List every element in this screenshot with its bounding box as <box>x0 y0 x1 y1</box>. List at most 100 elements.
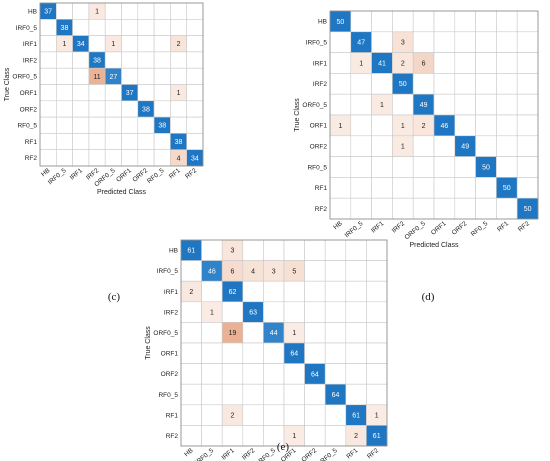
matrix-cell <box>329 31 352 53</box>
matrix-cell <box>304 383 326 406</box>
cell-value: 38 <box>61 25 69 32</box>
cell-value: 1 <box>111 41 115 48</box>
matrix-cell <box>324 404 347 426</box>
matrix-cell <box>201 404 223 426</box>
cell-value: 64 <box>332 392 340 399</box>
matrix-cell <box>180 425 202 447</box>
matrix-cell <box>263 301 285 323</box>
x-axis-label: Predicted Class <box>409 242 459 249</box>
y-tick-label: RF1 <box>315 185 328 192</box>
matrix-cell <box>72 67 90 85</box>
cell-value: 61 <box>373 433 381 440</box>
matrix-cell <box>121 100 139 118</box>
cell-value: 44 <box>270 330 278 337</box>
matrix-cell <box>366 301 388 323</box>
x-tick-label: RF0_5 <box>146 167 166 185</box>
x-tick-label: ORF1 <box>115 167 133 184</box>
cell-value: 4 <box>251 268 255 275</box>
matrix-cell <box>324 342 347 364</box>
x-tick-label: HB <box>40 167 51 178</box>
cell-value: 38 <box>158 123 166 130</box>
matrix-cell <box>324 322 347 344</box>
cell-value: 38 <box>93 57 101 64</box>
matrix-cell <box>412 197 435 220</box>
matrix-cell <box>263 363 285 385</box>
cell-value: 11 <box>93 74 100 81</box>
y-tick-label: IRF0_5 <box>157 268 179 275</box>
matrix-cell <box>88 35 106 53</box>
matrix-cell <box>137 51 155 69</box>
matrix-cell <box>55 149 73 167</box>
matrix-cell <box>39 51 57 69</box>
y-tick-label: ORF0_5 <box>302 102 327 109</box>
matrix-cell <box>475 31 497 53</box>
matrix-cell <box>366 342 388 364</box>
cell-value: 50 <box>399 81 407 88</box>
cell-value: 37 <box>44 9 52 16</box>
matrix-cell <box>39 84 57 102</box>
matrix-cell <box>242 404 264 426</box>
matrix-cell <box>242 342 264 364</box>
matrix-cell <box>475 10 497 33</box>
matrix-cell <box>366 322 388 344</box>
matrix-cell <box>324 363 347 385</box>
matrix-cell <box>350 197 372 220</box>
matrix-cell <box>121 18 139 36</box>
y-axis-label: True Class <box>145 326 152 360</box>
matrix-cell <box>496 114 518 137</box>
matrix-cell <box>412 10 435 33</box>
matrix-frame <box>39 2 204 167</box>
matrix-cell <box>55 2 73 20</box>
matrix-cell <box>475 177 497 199</box>
matrix-cell <box>153 149 171 167</box>
x-tick-label: RF2 <box>517 220 531 234</box>
matrix-cell <box>263 239 285 261</box>
cell-value: 49 <box>420 102 428 109</box>
matrix-cell <box>345 342 367 364</box>
matrix-cell <box>72 2 90 20</box>
matrix-cell <box>516 10 539 33</box>
matrix-cell <box>137 133 155 150</box>
matrix-cell <box>454 197 476 220</box>
cell-value: 38 <box>175 139 183 146</box>
matrix-cell <box>39 18 57 36</box>
matrix-cell <box>366 260 388 282</box>
matrix-cell <box>180 383 202 406</box>
y-tick-label: ORF0_5 <box>12 74 37 81</box>
y-tick-label: RF0_5 <box>158 392 178 399</box>
x-tick-label: ORF2 <box>451 220 469 237</box>
x-tick-label: ORF0_5 <box>254 447 278 461</box>
cell-value: 64 <box>311 371 319 378</box>
matrix-cell <box>433 10 456 33</box>
x-tick-label: IRF2 <box>391 220 407 235</box>
matrix-cell <box>55 84 73 102</box>
y-tick-label: HB <box>318 19 327 26</box>
matrix-cell <box>137 116 155 134</box>
matrix-cell <box>153 100 171 118</box>
cell-value: 41 <box>378 60 386 67</box>
matrix-cell <box>345 383 367 406</box>
matrix-cell <box>170 2 187 20</box>
y-tick-label: ORF2 <box>20 106 38 113</box>
x-tick-label: RF2 <box>366 447 380 461</box>
y-tick-label: RF0_5 <box>17 123 37 130</box>
matrix-cell <box>180 301 202 323</box>
matrix-cell <box>412 31 435 53</box>
matrix-cell <box>88 116 106 134</box>
cell-value: 2 <box>354 433 358 440</box>
cell-value: 1 <box>359 60 363 67</box>
cell-value: 50 <box>337 19 345 26</box>
matrix-cell <box>104 2 122 20</box>
x-tick-label: RF2 <box>184 167 198 181</box>
matrix-cell <box>329 52 352 74</box>
x-tick-label: RF1 <box>345 447 359 461</box>
matrix-cell <box>180 363 202 385</box>
matrix-cell <box>433 31 456 53</box>
matrix-cell <box>496 10 518 33</box>
matrix-cell <box>121 51 139 69</box>
x-tick-label: IRF0_5 <box>344 220 365 239</box>
matrix-cell <box>180 404 202 426</box>
cell-value: 27 <box>109 74 117 81</box>
x-tick-label: IRF1 <box>69 167 85 182</box>
